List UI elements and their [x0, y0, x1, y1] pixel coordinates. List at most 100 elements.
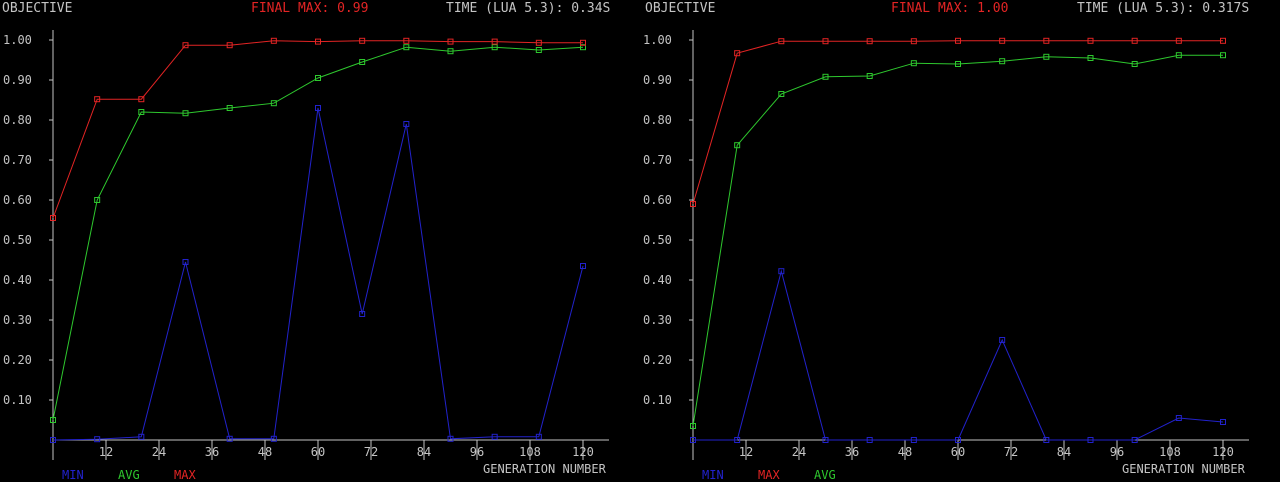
series-avg-point — [535, 47, 542, 53]
series-avg-point — [94, 197, 101, 203]
final-max-label: FINAL MAX: 0.99 — [251, 1, 369, 16]
series-min-point — [778, 268, 785, 275]
time-label: TIME (LUA 5.3): 0.34S — [446, 1, 611, 16]
series-avg-point — [226, 105, 233, 111]
series-min-point — [866, 437, 873, 443]
series-max-point — [315, 38, 321, 45]
series-max-point — [778, 38, 785, 45]
y-tick-label: 0.40 — [3, 273, 32, 287]
x-axis-title: GENERATION NUMBER — [1122, 462, 1245, 476]
series-avg-point — [955, 61, 961, 67]
series-min-point — [359, 311, 366, 317]
series-avg-line — [692, 54, 1223, 427]
y-tick-label: 0.30 — [643, 313, 672, 327]
series-min-point — [1175, 415, 1182, 421]
series-avg-point — [50, 417, 56, 423]
series-min-point — [315, 105, 321, 111]
legend-max: MAX — [758, 468, 780, 482]
x-tick-label: 84 — [417, 445, 431, 459]
series-avg-point — [778, 91, 785, 97]
series-avg-point — [315, 75, 321, 81]
series-min-line — [693, 269, 1224, 441]
final-max-label: FINAL MAX: 1.00 — [891, 1, 1009, 16]
series-avg-point — [491, 44, 498, 51]
series-max-point — [182, 42, 189, 49]
series-max-point — [94, 96, 101, 103]
series-max-point — [866, 38, 873, 45]
x-tick-label: 24 — [792, 445, 806, 459]
series-avg-point — [1220, 52, 1226, 59]
series-max-point — [999, 37, 1006, 44]
series-max-point — [535, 39, 542, 46]
y-tick-label: 0.90 — [643, 73, 672, 87]
series-max-point — [1175, 37, 1182, 44]
series-min-point — [447, 435, 454, 442]
series-min-point — [94, 436, 101, 443]
series-min-point — [1087, 437, 1094, 443]
x-tick-label: 24 — [152, 445, 166, 459]
series-avg-point — [182, 110, 189, 117]
series-min-point — [1220, 419, 1226, 425]
series-max-point — [1043, 37, 1050, 44]
y-tick-label: 0.80 — [3, 113, 32, 127]
series-avg-point — [447, 48, 454, 55]
series-avg-point — [1043, 53, 1050, 60]
series-max-point — [1087, 37, 1094, 44]
series-max-point — [822, 38, 829, 45]
series-min-line — [52, 107, 584, 441]
x-tick-label: 108 — [519, 445, 541, 459]
series-avg-point — [138, 109, 145, 115]
series-min-point — [138, 433, 145, 440]
y-tick-label: 0.50 — [3, 233, 32, 247]
time-label: TIME (LUA 5.3): 0.317S — [1077, 1, 1250, 16]
series-max-point — [690, 201, 696, 207]
series-max-point — [270, 37, 277, 44]
y-tick-label: 0.60 — [643, 193, 672, 207]
x-tick-label: 36 — [205, 445, 219, 459]
series-avg-point — [822, 73, 829, 80]
y-axis-title: OBJECTIVE — [645, 1, 716, 16]
y-tick-label: 0.90 — [3, 73, 32, 87]
x-tick-label: 36 — [845, 445, 859, 459]
series-min-point — [226, 435, 233, 442]
legend-min: MIN — [702, 468, 724, 482]
series-avg-point — [1131, 61, 1138, 67]
y-tick-label: 0.10 — [643, 393, 672, 407]
y-axis-title: OBJECTIVE — [2, 1, 73, 16]
series-avg-point — [1087, 55, 1094, 61]
series-min-point — [491, 433, 498, 440]
series-min-point — [955, 437, 961, 443]
series-max-point — [50, 215, 56, 221]
series-max-point — [447, 38, 454, 45]
y-tick-label: 0.40 — [643, 273, 672, 287]
series-min-point — [50, 437, 56, 443]
series-max-point — [359, 37, 366, 44]
legend-avg: AVG — [814, 468, 836, 482]
series-avg-point — [734, 142, 741, 149]
y-tick-label: 0.80 — [643, 113, 672, 127]
x-tick-label: 120 — [1212, 445, 1234, 459]
chart-panel-2: OBJECTIVE FINAL MAX: 1.00 TIME (LUA 5.3)… — [640, 0, 1280, 482]
x-tick-label: 12 — [99, 445, 113, 459]
x-tick-label: 48 — [258, 445, 272, 459]
legend-avg: AVG — [118, 468, 140, 482]
y-tick-label: 0.10 — [3, 393, 32, 407]
series-max-line — [692, 40, 1223, 205]
series-max-point — [138, 96, 145, 103]
series-max-point — [403, 37, 410, 44]
chart-2-plot: 0.10 0.20 0.30 0.40 0.50 0.60 0.70 0.80 0.90 1.00… — [643, 30, 1249, 460]
series-max-line — [52, 40, 583, 219]
series-min-point — [1043, 437, 1050, 443]
x-tick-label: 108 — [1159, 445, 1181, 459]
series-avg-line — [52, 46, 584, 421]
chart-panel-1: OBJECTIVE FINAL MAX: 0.99 TIME (LUA 5.3)… — [0, 0, 640, 482]
y-tick-label: 1.00 — [3, 33, 32, 47]
series-avg-point — [270, 100, 277, 107]
series-min-point — [403, 121, 410, 127]
x-tick-label: 72 — [1004, 445, 1018, 459]
series-min-point — [999, 337, 1006, 343]
series-max-point — [1131, 37, 1138, 44]
series-min-point — [535, 433, 542, 440]
series-max-point — [580, 39, 586, 46]
series-max-point — [226, 42, 233, 49]
